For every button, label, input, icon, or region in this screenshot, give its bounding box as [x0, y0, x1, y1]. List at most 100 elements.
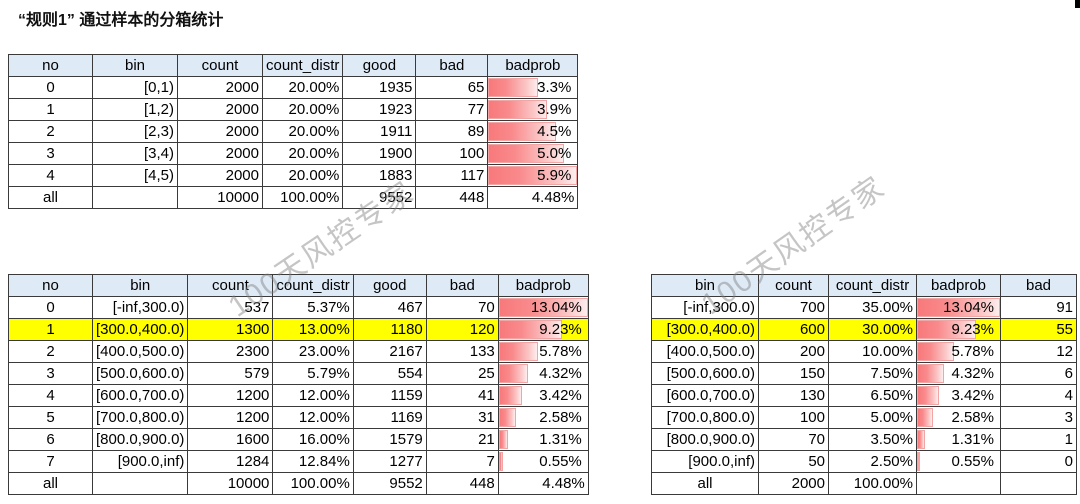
column-header-count: count: [177, 54, 263, 77]
cell-count_distr: 16.00%: [272, 428, 354, 451]
cell-count_distr: 5.79%: [272, 362, 354, 385]
cell-good: 1159: [352, 384, 427, 407]
cell-count: 200: [758, 340, 829, 363]
cell-count_distr: 6.50%: [828, 384, 917, 407]
header-row: no bin count count_distr good bad badprob: [8, 274, 589, 297]
badprob-databar: [488, 144, 564, 163]
cell-count_distr: 12.00%: [272, 406, 354, 429]
cell-bad: 133: [425, 340, 499, 363]
cell-good: 1883: [342, 164, 417, 187]
cell-bad: 89: [415, 120, 489, 143]
cell-bin: [400.0,500.0): [91, 340, 189, 363]
cell-bin: [800.0,900.0): [91, 428, 189, 451]
cell-bad: 41: [425, 384, 499, 407]
column-header-count: count: [758, 274, 829, 297]
cell-count_distr: 35.00%: [828, 296, 917, 319]
cell-count_distr: 20.00%: [261, 164, 344, 187]
table-row: 1 [1,2) 2000 20.00% 1923 77 3.9%: [8, 98, 579, 121]
cell-badprob: 2.58%: [497, 406, 589, 429]
cell-no: 2: [8, 340, 93, 363]
cell-bad: 55: [1000, 318, 1077, 341]
badprob-databar: [917, 408, 934, 427]
column-header-bad: bad: [415, 54, 489, 77]
table-row: [-inf,300.0) 700 35.00% 13.04% 91: [651, 296, 1077, 319]
table-row: 3 [500.0,600.0) 579 5.79% 554 25 4.32%: [8, 362, 589, 385]
cell-good: 1579: [352, 428, 427, 451]
badprob-databar: [499, 408, 517, 427]
table-row: 6 [800.0,900.0) 1600 16.00% 1579 21 1.31%: [8, 428, 589, 451]
cell-count_distr: 100.00%: [272, 472, 354, 495]
badprob-databar: [917, 430, 926, 449]
cell-bad: 21: [425, 428, 499, 451]
cell-count_distr: 23.00%: [272, 340, 354, 363]
cell-count_distr: 5.00%: [828, 406, 917, 429]
cell-no: 3: [8, 142, 93, 165]
cell-good: 9552: [342, 186, 417, 209]
cell-bad: 120: [425, 318, 499, 341]
table-row: [700.0,800.0) 100 5.00% 2.58% 3: [651, 406, 1077, 429]
cell-count: 537: [187, 296, 274, 319]
table-row: 0 [0,1) 2000 20.00% 1935 65 3.3%: [8, 76, 579, 99]
cell-count: 700: [758, 296, 829, 319]
column-header-no: no: [8, 54, 93, 77]
cell-badprob: 5.78%: [916, 340, 1001, 363]
cell-count: 2000: [177, 76, 263, 99]
cell-count: 1200: [187, 384, 274, 407]
cell-count: 579: [187, 362, 274, 385]
cell-bad: 100: [415, 142, 489, 165]
table-row: 2 [2,3) 2000 20.00% 1911 89 4.5%: [8, 120, 579, 143]
cell-count_distr: 2.50%: [828, 450, 917, 473]
cell-good: 1911: [342, 120, 417, 143]
score-binning-table-left: no bin count count_distr good bad badprob 0 [-in…: [8, 274, 589, 495]
cell-bad: 6: [1000, 362, 1077, 385]
cell-bin: [400.0,500.0): [651, 340, 759, 363]
badprob-databar: [499, 386, 523, 405]
badprob-databar: [488, 122, 557, 141]
cell-count: 2000: [177, 164, 263, 187]
cell-good: 1277: [352, 450, 427, 473]
table-row: all 10000 100.00% 9552 448 4.48%: [8, 472, 589, 495]
cell-bad: 70: [425, 296, 499, 319]
cell-good: 1923: [342, 98, 417, 121]
column-header-badprob: badprob: [916, 274, 1001, 297]
column-header-badprob: badprob: [497, 274, 589, 297]
cell-badprob: 4.32%: [497, 362, 589, 385]
badprob-databar: [499, 320, 562, 339]
cell-count_distr: 20.00%: [261, 142, 344, 165]
badprob-databar: [488, 166, 577, 185]
cell-badprob: 3.42%: [916, 384, 1001, 407]
table-row: [800.0,900.0) 70 3.50% 1.31% 1: [651, 428, 1077, 451]
cell-bin: [2,3): [92, 120, 178, 143]
table-row: 2 [400.0,500.0) 2300 23.00% 2167 133 5.78%: [8, 340, 589, 363]
cell-badprob: 4.32%: [916, 362, 1001, 385]
cell-bin: [-inf,300.0): [651, 296, 759, 319]
cell-badprob: 5.9%: [487, 164, 579, 187]
cell-count: 150: [758, 362, 829, 385]
cell-no: 1: [8, 98, 93, 121]
cell-no: 4: [8, 384, 93, 407]
cell-count: 100: [758, 406, 829, 429]
badprob-databar: [917, 386, 939, 405]
cell-count_distr: 10.00%: [828, 340, 917, 363]
cell-bin: [-inf,300.0): [91, 296, 189, 319]
column-header-count_distr: count_distr: [828, 274, 917, 297]
cell-bin: [600.0,700.0): [91, 384, 189, 407]
cell-good: 2167: [352, 340, 427, 363]
column-header-count_distr: count_distr: [261, 54, 344, 77]
cell-no: all: [8, 472, 93, 495]
cell-bin: [3,4): [92, 142, 178, 165]
cell-bad: 117: [415, 164, 489, 187]
table-row: [400.0,500.0) 200 10.00% 5.78% 12: [651, 340, 1077, 363]
badprob-databar: [499, 342, 539, 361]
cell-badprob: 0.55%: [497, 450, 589, 473]
cell-bad: 7: [425, 450, 499, 473]
cell-badprob: 9.23%: [497, 318, 589, 341]
cell-good: 1935: [342, 76, 417, 99]
cell-bad: 3: [1000, 406, 1077, 429]
table-row: 3 [3,4) 2000 20.00% 1900 100 5.0%: [8, 142, 579, 165]
cell-bin: [300.0,400.0): [651, 318, 759, 341]
cell-count: 2000: [177, 120, 263, 143]
cell-count: 10000: [187, 472, 274, 495]
cell-badprob: 3.9%: [487, 98, 579, 121]
cell-bin: [700.0,800.0): [91, 406, 189, 429]
